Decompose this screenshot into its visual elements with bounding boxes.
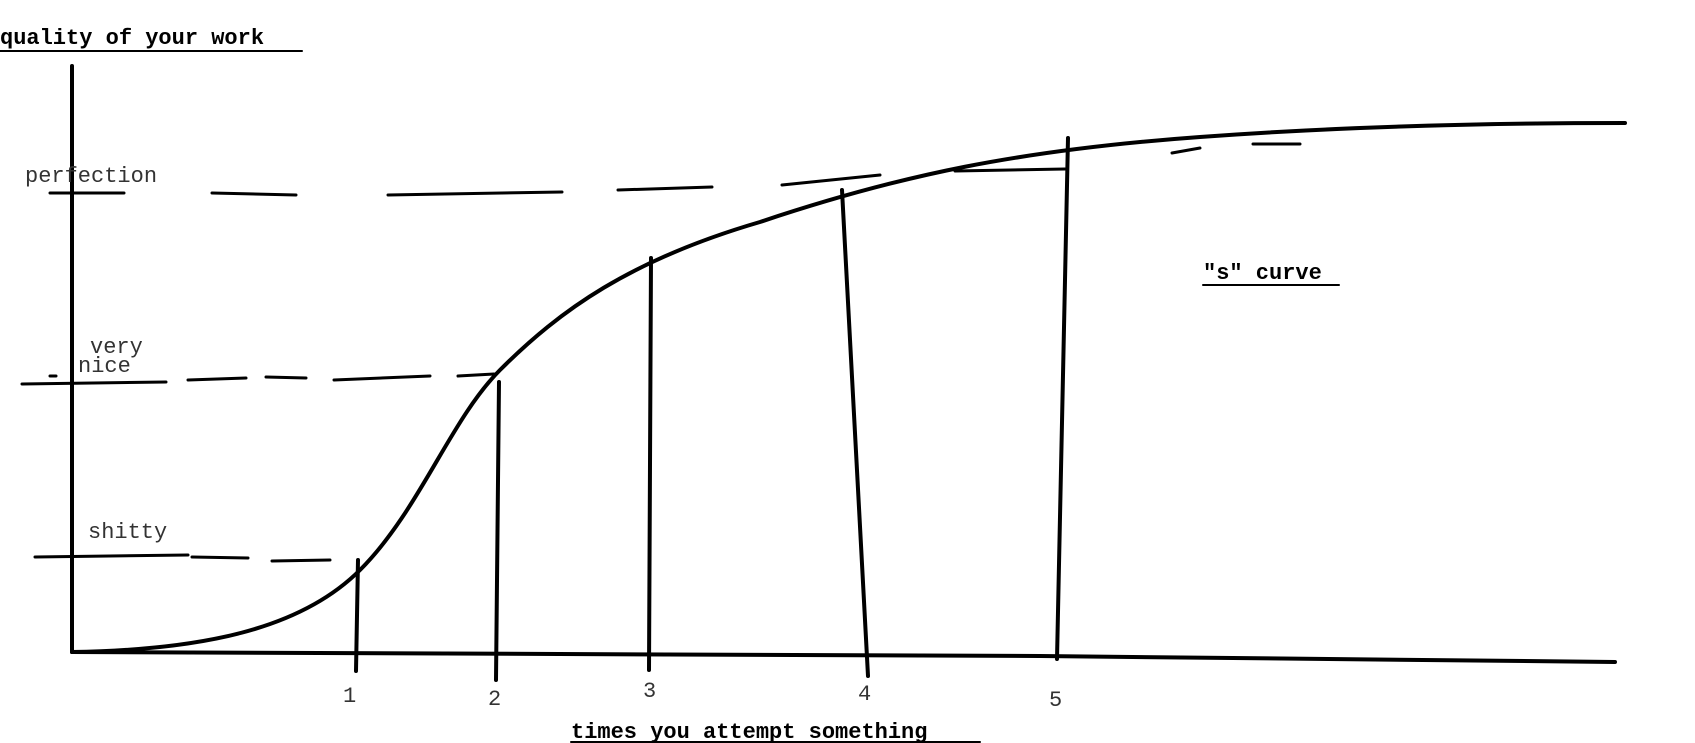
very-label: very	[90, 335, 143, 360]
shitty-label: shitty	[88, 520, 167, 545]
nice-label: nice	[78, 354, 131, 379]
x-axis	[70, 650, 1617, 664]
curve-label: "s" curve	[1203, 261, 1322, 286]
attempt-marker-1	[354, 558, 360, 673]
attempt-marker-3	[647, 256, 653, 672]
tick-label-3: 3	[643, 679, 656, 704]
very-nice-level-line	[20, 372, 496, 386]
perfection-level-line	[48, 142, 1302, 197]
perfection-label: perfection	[25, 164, 157, 189]
shitty-level-line	[33, 553, 332, 563]
attempt-marker-4	[840, 188, 870, 678]
tick-label-5: 5	[1049, 688, 1062, 713]
attempt-marker-2	[494, 380, 501, 682]
tick-label-2: 2	[488, 687, 501, 712]
tick-label-1: 1	[343, 684, 356, 709]
y-axis-title: quality of your work	[0, 26, 264, 51]
s-curve	[70, 121, 1627, 654]
tick-label-4: 4	[858, 682, 871, 707]
x-axis-title: times you attempt something	[571, 720, 927, 743]
attempt-marker-5	[1055, 136, 1070, 661]
